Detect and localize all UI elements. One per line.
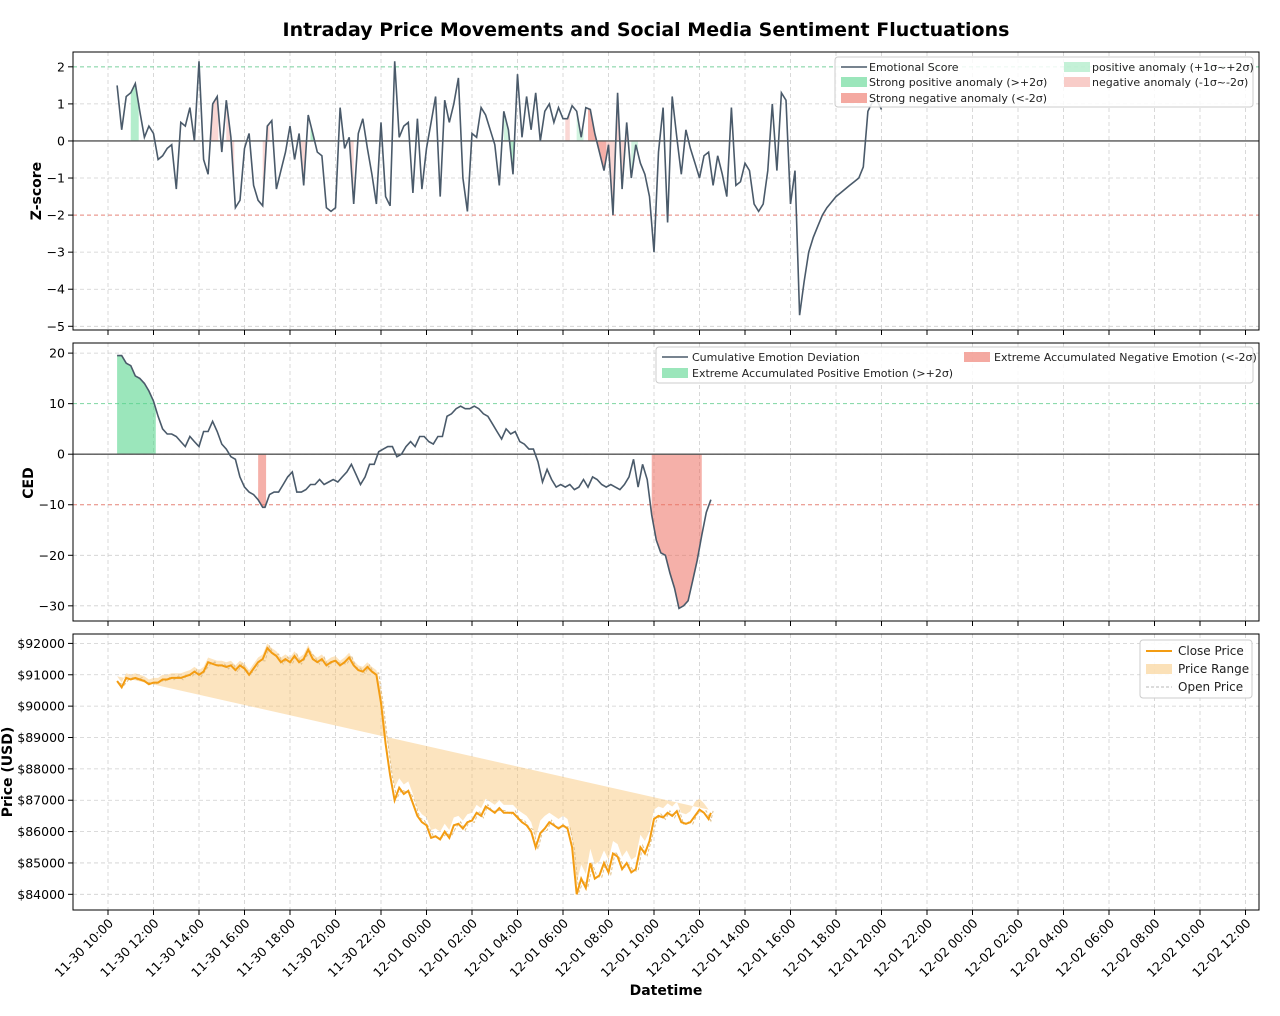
ced-x-ticks: [107, 621, 1246, 626]
y-tick-label: $86000: [17, 824, 65, 839]
negative-anomaly-fill: [606, 92, 629, 216]
legend-box: [1139, 639, 1253, 699]
y-tick-label: −10: [39, 497, 65, 512]
strong-positive-anomaly-fill: [130, 83, 139, 141]
ced-axes-frame: [72, 342, 1260, 622]
legend-label: positive anomaly (+1σ~+2σ): [1092, 61, 1254, 74]
y-tick-label: $92000: [17, 636, 65, 651]
price-legend: Close Price Price Range Open Price: [1139, 639, 1253, 699]
zscore-axes-frame: [72, 51, 1260, 331]
legend-negative-swatch: [964, 352, 990, 362]
y-tick-label: 0: [57, 447, 65, 462]
negative-anomaly-fill: [349, 137, 354, 204]
legend-label: Cumulative Emotion Deviation: [692, 351, 860, 364]
y-tick-label: $90000: [17, 699, 65, 714]
legend-box: [834, 56, 1254, 108]
close-price-line: [116, 646, 712, 895]
price-panel: $92000 $91000 $90000 $89000 $88000 $87000 $860…: [0, 633, 1260, 980]
y-tick-label: $88000: [17, 761, 65, 776]
ced-panel: 20 10 0 −10 −20 −30 CED Cumulative Emotion De…: [21, 342, 1260, 626]
y-tick-label: −1: [47, 171, 65, 186]
price-grid: [73, 634, 1259, 910]
legend-label: Price Range: [1178, 662, 1249, 676]
legend-label: Extreme Accumulated Negative Emotion (<-…: [994, 351, 1257, 364]
y-tick-label: −20: [39, 548, 65, 563]
ced-legend: Cumulative Emotion Deviation Extreme Accu…: [655, 346, 1257, 384]
x-axis-label: Datetime: [630, 983, 703, 999]
y-tick-label: −3: [47, 245, 65, 260]
ced-reference-lines: [73, 403, 1259, 506]
negative-anomaly-fill: [262, 123, 270, 206]
price-range-band: [117, 643, 709, 884]
y-tick-label: −30: [39, 598, 65, 613]
y-tick-label: −4: [47, 282, 65, 297]
y-tick-label: 20: [49, 346, 65, 361]
ced-y-label: CED: [21, 467, 37, 498]
y-tick-label: $85000: [17, 855, 65, 870]
negative-anomaly-fill: [210, 96, 219, 141]
y-tick-label: $87000: [17, 793, 65, 808]
legend-label: negative anomaly (-1σ~-2σ): [1092, 76, 1248, 89]
negative-anomaly-fill: [296, 133, 306, 186]
price-y-label: Price (USD): [0, 727, 16, 818]
extreme-negative-fill: [258, 454, 267, 508]
legend-label: Strong positive anomaly (>+2σ): [869, 76, 1047, 89]
zscore-y-ticks: 2 1 0 −1 −2 −3 −4 −5: [47, 59, 73, 334]
legend-box: [655, 346, 1254, 384]
legend-label: Strong negative anomaly (<-2σ): [869, 92, 1047, 105]
legend-positive-swatch: [662, 368, 688, 378]
extreme-negative-fill: [651, 454, 702, 609]
zscore-x-ticks: [107, 330, 1246, 335]
y-tick-label: $89000: [17, 730, 65, 745]
price-y-ticks: $92000 $91000 $90000 $89000 $88000 $87000 $860…: [17, 636, 73, 902]
y-tick-label: 1: [57, 96, 65, 111]
extreme-positive-fill: [117, 355, 156, 455]
zscore-y-label: Z-score: [29, 162, 45, 220]
positive-anomaly-fill: [631, 140, 639, 178]
chart-title: Intraday Price Movements and Social Medi…: [283, 19, 1010, 41]
y-tick-label: 10: [49, 396, 65, 411]
ced-y-ticks: 20 10 0 −10 −20 −30: [39, 346, 73, 613]
y-tick-label: $91000: [17, 667, 65, 682]
emotional-score-line: [116, 61, 883, 316]
zscore-anomaly-fills: [130, 83, 639, 216]
ced-extreme-fills: [117, 355, 702, 609]
ced-line: [117, 354, 712, 610]
zscore-panel: 2 1 0 −1 −2 −3 −4 −5 Z-score Emotional Score Str…: [29, 51, 1260, 335]
legend-negative-swatch: [841, 93, 867, 103]
legend-label: Extreme Accumulated Positive Emotion (>+…: [692, 367, 953, 380]
y-tick-label: $84000: [17, 887, 65, 902]
y-tick-label: −2: [47, 208, 65, 223]
legend-label: Open Price: [1178, 680, 1243, 694]
price-axes-frame: [72, 633, 1260, 911]
legend-range-swatch: [1146, 664, 1172, 674]
y-tick-label: 0: [57, 133, 65, 148]
legend-label: Close Price: [1178, 644, 1244, 658]
legend-positive-swatch: [841, 77, 867, 87]
zscore-legend: Emotional Score Strong positive anomaly (…: [834, 56, 1254, 108]
y-tick-label: −5: [47, 319, 65, 334]
legend-light-positive-swatch: [1064, 62, 1090, 72]
legend-label: Emotional Score: [869, 61, 959, 74]
y-tick-label: 2: [57, 59, 65, 74]
legend-light-negative-swatch: [1064, 77, 1090, 87]
